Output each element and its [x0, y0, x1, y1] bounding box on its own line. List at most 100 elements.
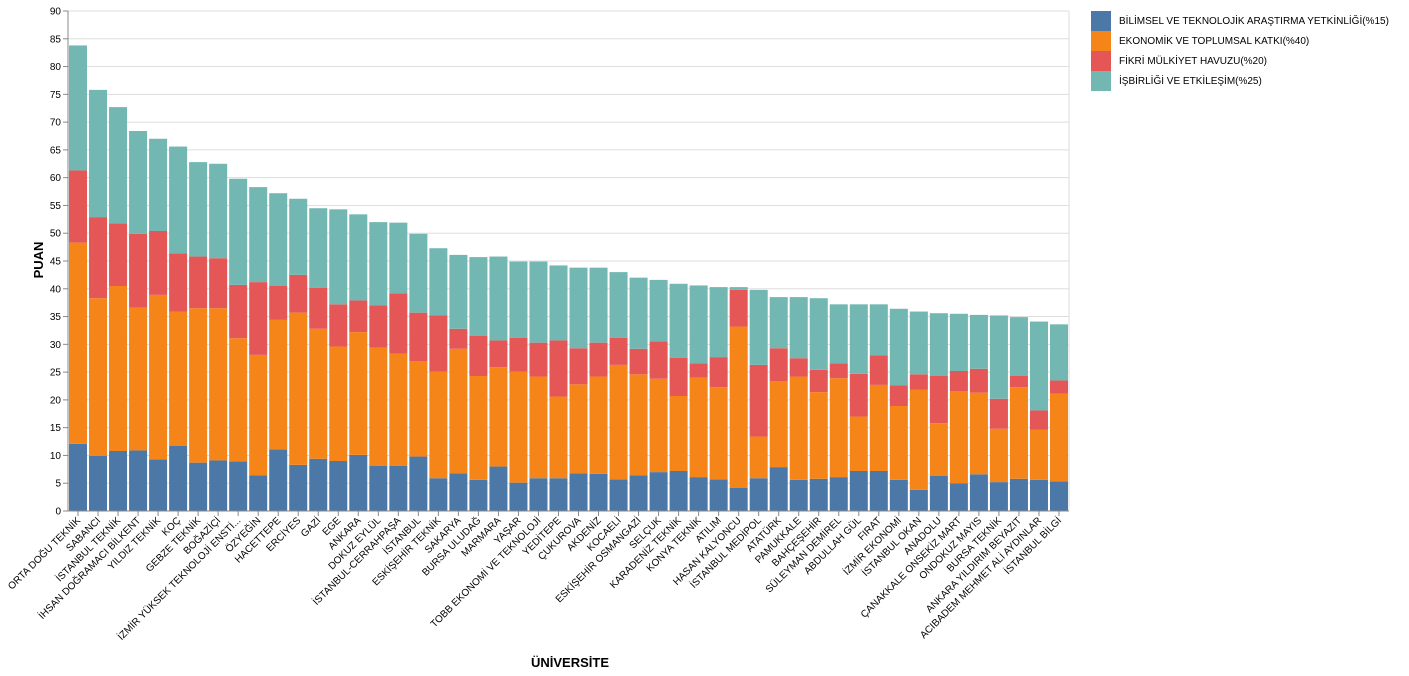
y-tick-label: 10 — [50, 451, 62, 462]
bar-segment — [569, 384, 588, 474]
bar-segment — [689, 285, 708, 364]
bar-segment — [169, 146, 188, 254]
bar-segment — [509, 482, 528, 511]
bar-segment — [529, 376, 548, 479]
legend-label: FİKRİ MÜLKİYET HAVUZU(%20) — [1119, 54, 1267, 67]
bar-segment — [849, 304, 868, 374]
bars — [69, 45, 1068, 511]
x-tick-label: GAZİ — [298, 514, 324, 540]
bar-segment — [789, 479, 808, 511]
bar-segment — [1009, 376, 1028, 388]
bar-segment — [189, 162, 208, 257]
bar-segment — [309, 287, 328, 329]
bar-segment — [689, 477, 708, 511]
bar-segment — [149, 231, 168, 295]
bar-segment — [349, 214, 368, 301]
bar-segment — [749, 478, 768, 511]
bar-segment — [209, 163, 228, 259]
bar-segment — [449, 348, 468, 474]
bar-segment — [549, 340, 568, 397]
bar-segment — [89, 298, 108, 456]
bar-segment — [309, 458, 328, 511]
bar-segment — [609, 272, 628, 338]
bar-segment — [409, 456, 428, 511]
bar-segment — [629, 374, 648, 476]
bar-segment — [149, 138, 168, 231]
bar-segment — [69, 242, 88, 444]
bar-segment — [849, 416, 868, 471]
y-tick-label: 25 — [50, 368, 62, 379]
bar-segment — [89, 217, 108, 299]
bar-segment — [629, 348, 648, 375]
bar-segment — [189, 256, 208, 309]
bar-segment — [429, 315, 448, 372]
legend-swatch — [1091, 71, 1111, 91]
y-tick-label: 35 — [50, 312, 62, 323]
bar-segment — [769, 381, 788, 468]
bar-segment — [969, 392, 988, 475]
bar-segment — [209, 460, 228, 511]
bar-segment — [569, 267, 588, 349]
bar-segment — [289, 198, 308, 275]
bar-segment — [589, 376, 608, 474]
y-tick-label: 15 — [50, 423, 62, 434]
bar-segment — [909, 389, 928, 490]
y-tick-label: 65 — [50, 145, 62, 156]
y-tick-label: 80 — [50, 62, 62, 73]
bar-segment — [809, 478, 828, 511]
bar-segment — [889, 385, 908, 406]
bar-segment — [489, 340, 508, 368]
bar-segment — [169, 446, 188, 511]
bar-segment — [689, 377, 708, 478]
bar-segment — [469, 479, 488, 511]
bar-segment — [429, 478, 448, 511]
bar-segment — [69, 45, 88, 171]
bar-segment — [969, 314, 988, 369]
bar-segment — [949, 371, 968, 391]
bar-segment — [1009, 387, 1028, 479]
bar-segment — [229, 178, 248, 285]
bar-segment — [109, 286, 128, 451]
legend-swatch — [1091, 31, 1111, 51]
y-tick-label: 75 — [50, 90, 62, 101]
y-tick-label: 55 — [50, 201, 62, 212]
bar-segment — [329, 304, 348, 347]
bar-segment — [449, 254, 468, 329]
bar-segment — [829, 304, 848, 364]
bar-segment — [629, 475, 648, 511]
bar-segment — [869, 384, 888, 471]
bar-segment — [709, 287, 728, 358]
bar-segment — [449, 328, 468, 349]
bar-segment — [269, 449, 288, 511]
bar-segment — [529, 478, 548, 511]
bar-segment — [429, 248, 448, 316]
bar-segment — [869, 355, 888, 385]
bar-segment — [509, 261, 528, 338]
bar-segment — [349, 454, 368, 511]
bar-segment — [589, 342, 608, 377]
bar-segment — [809, 369, 828, 393]
bar-segment — [749, 289, 768, 365]
bar-segment — [229, 338, 248, 462]
y-tick-label: 60 — [50, 173, 62, 184]
bar-segment — [129, 233, 148, 308]
bar-segment — [409, 312, 428, 361]
bar-segment — [289, 464, 308, 511]
bar-segment — [789, 376, 808, 480]
bar-segment — [389, 293, 408, 354]
bar-segment — [729, 289, 748, 327]
bar-segment — [249, 475, 268, 511]
bar-segment — [489, 466, 508, 511]
bar-segment — [1029, 479, 1048, 511]
bar-segment — [209, 258, 228, 309]
bar-segment — [749, 364, 768, 437]
bar-segment — [1009, 317, 1028, 376]
y-tick-label: 5 — [55, 479, 61, 490]
bar-segment — [1009, 478, 1028, 511]
bar-segment — [429, 371, 448, 479]
bar-segment — [789, 358, 808, 377]
y-tick-label: 50 — [50, 229, 62, 240]
bar-segment — [449, 473, 468, 511]
bar-segment — [829, 378, 848, 478]
